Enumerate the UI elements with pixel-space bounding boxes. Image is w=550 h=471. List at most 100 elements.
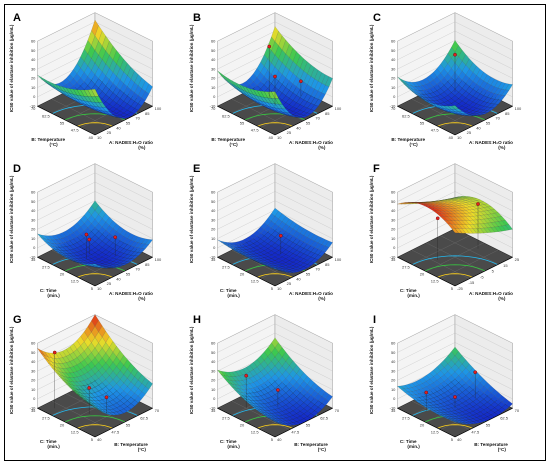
z-tick-label: 50 [391,350,396,355]
y-tick-label: 5 [451,437,454,442]
z-tick-label: 60 [391,39,396,44]
panel-c: -1001020304050601025405570851004047.5556… [369,12,522,150]
z-axis-label: IC50 value of elastase inhibition (µg/mL… [9,175,14,263]
x-tick-label: 62.5 [500,415,509,420]
y-axis-label: B: Temperature [391,137,425,142]
z-tick-label: 40 [211,359,216,364]
x-axis-label: A: NADES:H₂O ratio [109,140,153,145]
y-tick-label: 27.5 [222,264,231,269]
z-axis-label: IC50 value of elastase inhibition (µg/mL… [189,326,194,414]
y-tick-label: 55 [60,121,65,126]
x-tick-label: 55 [126,272,131,277]
y-tick-label: 35 [391,408,396,413]
z-tick-label: 30 [31,368,36,373]
z-tick-label: 20 [391,378,396,383]
z-tick-label: 10 [31,85,36,90]
z-tick-label: 40 [391,359,396,364]
x-tick-label: 55 [306,121,311,126]
design-point [88,238,91,241]
z-tick-label: 60 [211,341,216,346]
y-tick-label: 20 [240,423,245,428]
y-tick-label: 20 [420,272,425,277]
y-tick-label: 12.5 [251,430,260,435]
z-axis-label: IC50 value of elastase inhibition (µg/mL… [189,24,194,112]
x-tick-label: 100 [335,257,342,262]
z-tick-label: 40 [211,57,216,62]
z-tick-label: 20 [211,378,216,383]
x-axis-label: B: Temperature [474,442,508,447]
y-axis-unit: (min.) [407,444,420,449]
x-axis-unit: (°C) [498,447,507,452]
z-axis-label: IC50 value of elastase inhibition (µg/mL… [9,326,14,414]
y-tick-label: 62.5 [402,113,411,118]
y-tick-label: 20 [60,272,65,277]
x-tick-label: 85 [505,111,510,116]
z-tick-label: 20 [211,227,216,232]
y-axis-unit: (min.) [47,293,60,298]
x-tick-label: 70 [495,116,500,121]
x-axis-label: A: NADES:H₂O ratio [469,140,513,145]
panel-b: -1001020304050601025405570851004047.5556… [189,12,342,150]
x-tick-label: 15 [503,263,508,268]
y-tick-label: 40 [269,135,274,140]
y-tick-label: 35 [31,257,36,262]
x-tick-label: 70 [315,116,320,121]
y-tick-label: 5 [271,437,274,442]
panel-a: -1001020304050601025405570851004047.5556… [9,12,162,150]
y-axis-unit: (°C) [409,142,418,147]
z-tick-label: 30 [31,66,36,71]
design-point [245,374,248,377]
z-tick-label: 10 [211,85,216,90]
x-axis-label: A: NADES:H₂O ratio [469,291,513,296]
z-tick-label: 50 [211,199,216,204]
x-tick-label: 85 [145,111,150,116]
z-tick-label: 10 [31,236,36,241]
z-tick-label: 40 [391,57,396,62]
y-axis-label: C: Time [400,439,417,444]
panel-g: -1001020304050604047.55562.570512.52027.… [9,314,160,452]
z-axis-label: IC50 value of elastase inhibition (µg/mL… [369,175,374,263]
x-axis-unit: (%) [138,145,146,150]
design-point [273,75,276,78]
y-tick-label: 12.5 [71,430,80,435]
x-tick-label: 62.5 [320,415,329,420]
design-point [425,391,428,394]
z-tick-label: 50 [211,48,216,53]
x-tick-label: 5 [492,269,495,274]
y-tick-label: 27.5 [402,264,411,269]
design-point [268,45,271,48]
y-tick-label: 35 [31,408,36,413]
z-tick-label: 60 [391,341,396,346]
x-tick-label: 40 [476,125,481,130]
y-tick-label: 27.5 [42,415,51,420]
y-tick-label: 35 [391,257,396,262]
z-tick-label: 50 [391,199,396,204]
z-tick-label: 0 [33,396,36,401]
z-tick-label: 10 [31,387,36,392]
x-tick-label: 40 [97,437,102,442]
x-tick-label: 85 [145,262,150,267]
z-tick-label: 60 [31,39,36,44]
panel-e: -100102030405060102540557085100512.52027… [189,163,342,301]
z-axis-label: IC50 value of elastase inhibition (µg/mL… [189,175,194,263]
x-tick-label: -5 [480,274,484,279]
z-tick-label: 30 [391,368,396,373]
y-tick-label: 20 [420,423,425,428]
x-tick-label: 40 [116,276,121,281]
y-tick-label: 35 [211,257,216,262]
z-tick-label: 50 [211,350,216,355]
y-tick-label: 70 [31,106,36,111]
z-tick-label: 60 [211,39,216,44]
x-tick-label: 40 [116,125,121,130]
x-tick-label: 55 [126,423,131,428]
z-tick-label: 50 [31,48,36,53]
x-tick-label: 62.5 [140,415,149,420]
y-tick-label: 12.5 [431,430,440,435]
design-point [105,396,108,399]
x-tick-label: 70 [515,408,520,413]
design-point [88,386,91,389]
y-tick-label: 62.5 [222,113,231,118]
z-tick-label: 0 [393,396,396,401]
x-tick-label: 100 [155,106,162,111]
z-tick-label: 50 [31,350,36,355]
